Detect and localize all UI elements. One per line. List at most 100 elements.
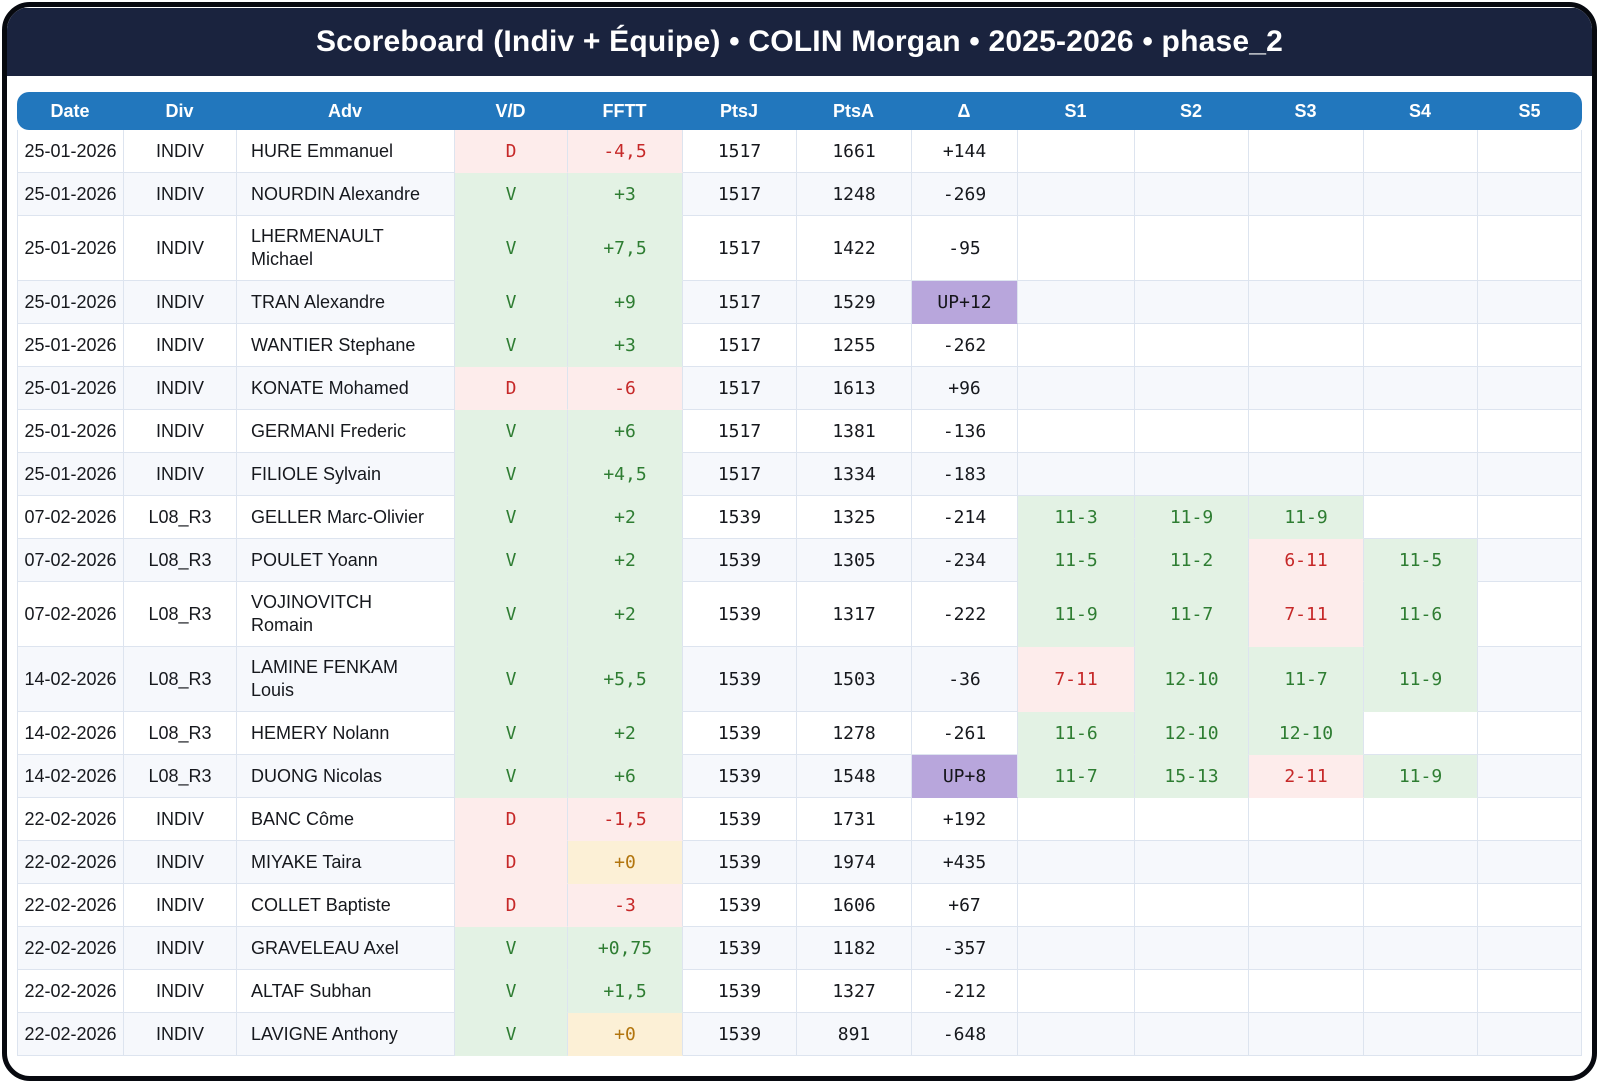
cell-div: L08_R3 (124, 539, 237, 582)
table-row: 25-01-2026 INDIV NOURDIN Alexandre V +3 1517 1… (18, 173, 1581, 216)
cell-ptsj: 1539 (683, 539, 797, 582)
cell-s1 (1018, 173, 1135, 216)
cell-fftt: +2 (568, 539, 683, 582)
cell-div: INDIV (124, 798, 237, 841)
cell-fftt: +0 (568, 841, 683, 884)
cell-s4 (1364, 496, 1478, 539)
table-row: 07-02-2026 L08_R3 POULET Yoann V +2 1539 1305-… (18, 539, 1581, 582)
cell-s5 (1478, 173, 1581, 216)
column-header-s2: S2 (1179, 100, 1203, 121)
cell-div: INDIV (124, 841, 237, 884)
cell-s3 (1249, 216, 1364, 281)
cell-s2 (1135, 798, 1249, 841)
cell-delta: -269 (912, 173, 1018, 216)
cell-s4 (1364, 970, 1478, 1013)
cell-div: L08_R3 (124, 712, 237, 755)
cell-ptsj: 1517 (683, 410, 797, 453)
cell-date: 14-02-2026 (18, 647, 124, 712)
cell-s3 (1249, 798, 1364, 841)
cell-s3 (1249, 324, 1364, 367)
cell-vd: V (455, 755, 568, 798)
cell-adv: FILIOLE Sylvain (237, 453, 455, 496)
cell-s2 (1135, 453, 1249, 496)
cell-adv: POULET Yoann (237, 539, 455, 582)
cell-ptsa: 1731 (797, 798, 912, 841)
cell-s1: 11-6 (1018, 712, 1135, 755)
cell-vd: V (455, 647, 568, 712)
cell-s5 (1478, 410, 1581, 453)
cell-ptsa: 1503 (797, 647, 912, 712)
cell-s3 (1249, 173, 1364, 216)
table-row: 07-02-2026 L08_R3 GELLER Marc-Olivier V +2 15… (18, 496, 1581, 539)
cell-s2: 12-10 (1135, 712, 1249, 755)
cell-div: INDIV (124, 410, 237, 453)
cell-s2 (1135, 410, 1249, 453)
cell-s4 (1364, 453, 1478, 496)
cell-s5 (1478, 324, 1581, 367)
scoreboard-table: Date Div Adv V/D FFTT PtsJ PtsA Δ S1 S2 S3 S4 S5 25-… (7, 92, 1592, 1056)
cell-adv: LAVIGNE Anthony (237, 1013, 455, 1056)
cell-date: 22-02-2026 (18, 1013, 124, 1056)
cell-s1: 11-3 (1018, 496, 1135, 539)
cell-s4 (1364, 798, 1478, 841)
cell-date: 25-01-2026 (18, 410, 124, 453)
cell-vd: V (455, 1013, 568, 1056)
cell-vd: V (455, 496, 568, 539)
cell-div: INDIV (124, 927, 237, 970)
cell-adv: COLLET Baptiste (237, 884, 455, 927)
cell-s3: 2-11 (1249, 755, 1364, 798)
cell-s1: 11-7 (1018, 755, 1135, 798)
cell-div: INDIV (124, 130, 237, 173)
cell-date: 22-02-2026 (18, 798, 124, 841)
cell-s2 (1135, 173, 1249, 216)
cell-fftt: +4,5 (568, 453, 683, 496)
cell-fftt: +2 (568, 582, 683, 647)
cell-vd: V (455, 324, 568, 367)
cell-s2: 11-7 (1135, 582, 1249, 647)
cell-s1: 11-5 (1018, 539, 1135, 582)
cell-s1 (1018, 841, 1135, 884)
cell-s1 (1018, 453, 1135, 496)
cell-s4 (1364, 281, 1478, 324)
cell-s1 (1018, 216, 1135, 281)
cell-fftt: +9 (568, 281, 683, 324)
cell-ptsj: 1539 (683, 712, 797, 755)
cell-date: 22-02-2026 (18, 884, 124, 927)
table-row: 14-02-2026 L08_R3 HEMERY Nolann V +2 1539 1278… (18, 712, 1581, 755)
cell-adv: WANTIER Stephane (237, 324, 455, 367)
cell-div: INDIV (124, 173, 237, 216)
cell-s1 (1018, 970, 1135, 1013)
cell-s5 (1478, 130, 1581, 173)
cell-ptsa: 1548 (797, 755, 912, 798)
cell-ptsa: 1661 (797, 130, 912, 173)
cell-date: 22-02-2026 (18, 970, 124, 1013)
cell-s2 (1135, 970, 1249, 1013)
cell-vd: D (455, 841, 568, 884)
cell-ptsj: 1539 (683, 841, 797, 884)
cell-s3 (1249, 453, 1364, 496)
cell-delta: UP+12 (912, 281, 1018, 324)
cell-fftt: -6 (568, 367, 683, 410)
cell-div: INDIV (124, 367, 237, 410)
cell-vd: V (455, 927, 568, 970)
cell-delta: +435 (912, 841, 1018, 884)
cell-s5 (1478, 884, 1581, 927)
cell-date: 25-01-2026 (18, 367, 124, 410)
cell-div: INDIV (124, 453, 237, 496)
cell-s4 (1364, 712, 1478, 755)
cell-delta: -261 (912, 712, 1018, 755)
cell-s5 (1478, 755, 1581, 798)
cell-s5 (1478, 582, 1581, 647)
cell-s2 (1135, 281, 1249, 324)
cell-ptsj: 1517 (683, 281, 797, 324)
cell-ptsa: 1305 (797, 539, 912, 582)
cell-date: 14-02-2026 (18, 712, 124, 755)
column-header-ptsj: PtsJ (719, 100, 759, 121)
cell-ptsa: 1974 (797, 841, 912, 884)
cell-vd: D (455, 367, 568, 410)
cell-fftt: +3 (568, 324, 683, 367)
cell-adv: BANC Côme (237, 798, 455, 841)
cell-vd: V (455, 173, 568, 216)
cell-fftt: +3 (568, 173, 683, 216)
